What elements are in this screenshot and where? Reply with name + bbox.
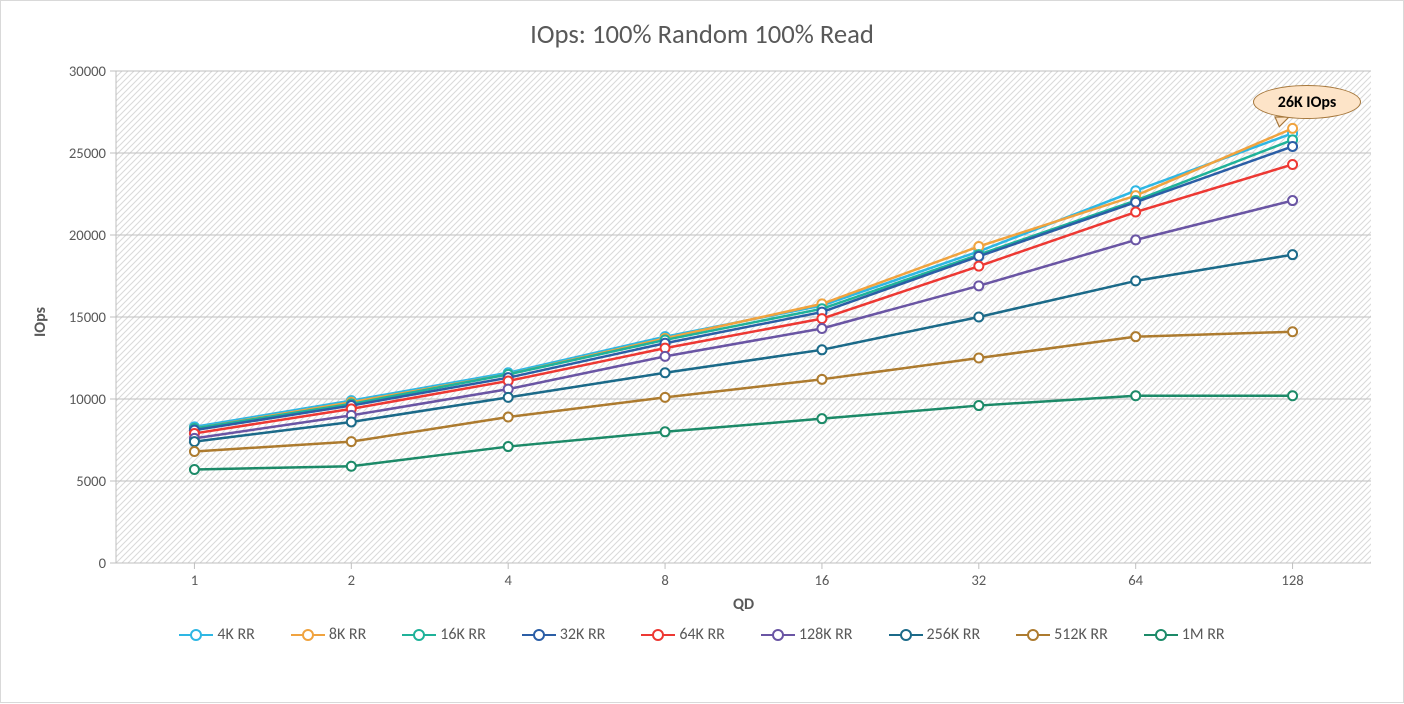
- callout-text: 26K IOps: [1278, 93, 1337, 112]
- chart-container: IOps: 100% Random 100% Read IOps QD 0500…: [0, 0, 1404, 703]
- callout-tail: [1, 1, 1404, 704]
- callout-bubble: 26K IOps: [1253, 85, 1361, 119]
